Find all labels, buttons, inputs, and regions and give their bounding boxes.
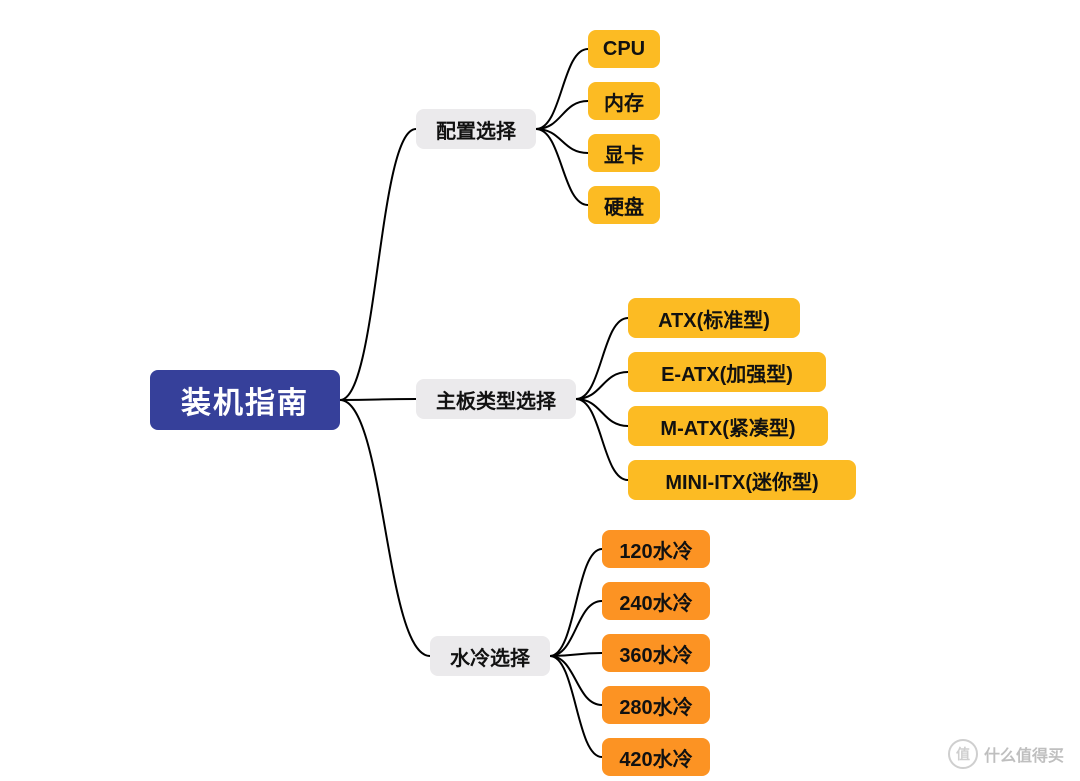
leaf-node-3: 硬盘 — [588, 186, 660, 224]
edge — [550, 549, 602, 656]
leaf-node-7: MINI-ITX(迷你型) — [628, 460, 856, 500]
edge — [576, 399, 628, 480]
mid-node-0: 配置选择 — [416, 109, 536, 149]
leaf-node-10: 360水冷 — [602, 634, 710, 672]
edge — [536, 49, 588, 129]
leaf-node-12: 420水冷 — [602, 738, 710, 776]
edge — [536, 129, 588, 205]
leaf-node-4: ATX(标准型) — [628, 298, 800, 338]
watermark-text: 什么值得买 — [984, 742, 1064, 766]
edge — [340, 400, 430, 656]
leaf-node-6: M-ATX(紧凑型) — [628, 406, 828, 446]
leaf-node-11: 280水冷 — [602, 686, 710, 724]
edge — [340, 399, 416, 400]
edge — [536, 101, 588, 129]
edge — [576, 372, 628, 399]
leaf-node-5: E-ATX(加强型) — [628, 352, 826, 392]
edge — [536, 129, 588, 153]
leaf-node-1: 内存 — [588, 82, 660, 120]
mid-node-1: 主板类型选择 — [416, 379, 576, 419]
edge — [576, 399, 628, 426]
leaf-node-0: CPU — [588, 30, 660, 68]
leaf-node-2: 显卡 — [588, 134, 660, 172]
watermark-badge: 值 — [948, 739, 978, 769]
edge — [576, 318, 628, 399]
leaf-node-8: 120水冷 — [602, 530, 710, 568]
edge — [550, 653, 602, 656]
edge — [340, 129, 416, 400]
leaf-node-9: 240水冷 — [602, 582, 710, 620]
edge — [550, 656, 602, 705]
edge — [550, 601, 602, 656]
root-node: 装机指南 — [150, 370, 340, 430]
mid-node-2: 水冷选择 — [430, 636, 550, 676]
watermark: 值 什么值得买 — [948, 739, 1064, 769]
edge — [550, 656, 602, 757]
